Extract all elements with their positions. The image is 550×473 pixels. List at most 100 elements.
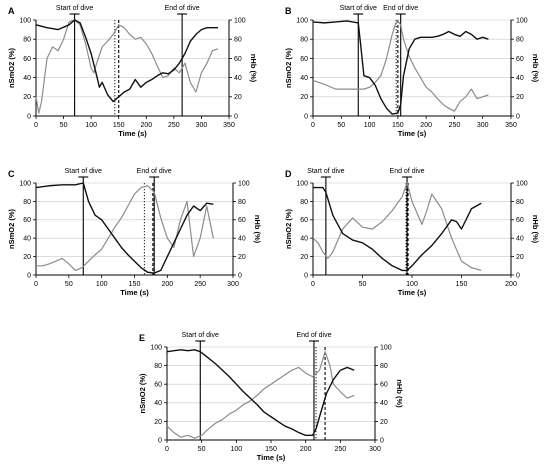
y-tick-label-right: 40: [380, 400, 388, 407]
nsmo2-series-line: [35, 19, 218, 103]
start-dive-marker-label: Start of dive: [182, 332, 219, 339]
panel-label: B: [285, 6, 292, 16]
y-axis-label-right: nHb (%): [531, 54, 540, 83]
x-tick-label: 100: [364, 122, 376, 129]
y-tick-label-left: 40: [23, 236, 31, 243]
y-tick-label-right: 60: [234, 56, 242, 63]
y-tick-label-right: 0: [234, 113, 238, 120]
x-axis-label: Time (s): [398, 129, 427, 138]
nsmo2-series-line: [312, 20, 489, 115]
y-tick-label-left: 0: [304, 113, 308, 120]
x-tick-label: 200: [161, 281, 173, 288]
y-tick-label-left: 80: [154, 363, 162, 370]
y-tick-label-right: 20: [238, 254, 246, 261]
y-tick-label-right: 80: [234, 37, 242, 44]
x-tick-label: 0: [165, 446, 169, 453]
panel-label: E: [139, 333, 145, 343]
y-tick-label-right: 0: [380, 437, 384, 444]
y-tick-label-left: 0: [27, 272, 31, 279]
x-tick-label: 250: [449, 122, 461, 129]
y-tick-label-right: 60: [238, 217, 246, 224]
y-tick-label-right: 40: [234, 75, 242, 82]
x-tick-label: 0: [34, 281, 38, 288]
y-tick-label-right: 60: [380, 382, 388, 389]
y-tick-label-left: 100: [296, 17, 308, 24]
y-tick-label-right: 0: [516, 272, 520, 279]
y-tick-label-left: 60: [23, 56, 31, 63]
y-tick-label-left: 20: [300, 254, 308, 261]
y-tick-label-left: 40: [23, 75, 31, 82]
nhb-series-line: [312, 19, 489, 112]
y-tick-label-right: 40: [516, 75, 524, 82]
y-tick-label-left: 0: [304, 272, 308, 279]
x-tick-label: 200: [505, 281, 517, 288]
x-tick-label: 50: [359, 281, 367, 288]
y-tick-label-left: 20: [154, 419, 162, 426]
x-tick-label: 300: [227, 281, 239, 288]
y-axis-label-right: nHb (%): [249, 54, 258, 83]
nhb-series-line: [312, 182, 482, 271]
nsmo2-series-line: [166, 349, 355, 437]
x-axis-label: Time (s): [118, 129, 147, 138]
x-tick-label: 0: [34, 122, 38, 129]
nsmo2-series-line: [35, 182, 214, 274]
y-tick-label-right: 100: [238, 180, 250, 187]
x-axis-label: Time (s): [398, 288, 427, 297]
y-axis-label-right: nHb (%): [531, 215, 540, 244]
x-tick-label: 100: [230, 446, 242, 453]
y-tick-label-right: 100: [516, 180, 528, 187]
x-tick-label: 150: [113, 122, 125, 129]
y-tick-label-left: 80: [23, 37, 31, 44]
y-tick-label-right: 20: [380, 419, 388, 426]
y-tick-label-left: 40: [154, 400, 162, 407]
y-tick-label-right: 80: [238, 199, 246, 206]
x-tick-label: 150: [129, 281, 141, 288]
y-tick-label-left: 60: [300, 56, 308, 63]
y-tick-label-left: 40: [300, 75, 308, 82]
x-tick-label: 100: [85, 122, 97, 129]
x-tick-label: 0: [311, 122, 315, 129]
y-axis-label-left: nSmO2 (%): [138, 373, 147, 414]
nhb-series-line: [166, 351, 355, 439]
y-tick-label-left: 60: [23, 217, 31, 224]
nhb-series-line: [36, 185, 214, 271]
x-tick-label: 0: [311, 281, 315, 288]
y-tick-label-left: 80: [300, 199, 308, 206]
x-tick-label: 150: [456, 281, 468, 288]
y-tick-label-right: 100: [234, 17, 246, 24]
start-dive-marker-label: Start of dive: [56, 5, 93, 12]
y-tick-label-right: 20: [516, 94, 524, 101]
x-tick-label: 200: [420, 122, 432, 129]
panel-label: A: [8, 6, 15, 16]
y-tick-label-right: 100: [380, 344, 392, 351]
y-tick-label-left: 80: [300, 37, 308, 44]
y-tick-label-right: 0: [238, 272, 242, 279]
y-axis-label-left: nSmO2 (%): [7, 48, 16, 89]
x-tick-label: 50: [198, 446, 206, 453]
x-tick-label: 50: [65, 281, 73, 288]
y-tick-label-left: 20: [300, 94, 308, 101]
x-tick-label: 100: [96, 281, 108, 288]
panel-label: C: [8, 169, 15, 179]
end-dive-marker-label: End of dive: [137, 168, 172, 175]
x-tick-label: 350: [505, 122, 517, 129]
y-tick-label-right: 0: [516, 113, 520, 120]
start-dive-marker-label: Start of dive: [340, 5, 377, 12]
y-tick-label-left: 80: [23, 199, 31, 206]
y-tick-label-left: 20: [23, 94, 31, 101]
panel-label: D: [285, 169, 292, 179]
y-tick-label-left: 20: [23, 254, 31, 261]
y-tick-label-right: 80: [516, 37, 524, 44]
y-tick-label-right: 80: [380, 363, 388, 370]
y-axis-label-right: nHb (%): [253, 215, 262, 244]
y-axis-label-left: nSmO2 (%): [7, 209, 16, 250]
y-tick-label-right: 20: [516, 254, 524, 261]
x-tick-label: 150: [392, 122, 404, 129]
y-tick-label-left: 100: [150, 344, 162, 351]
start-dive-marker-label: Start of dive: [65, 168, 102, 175]
